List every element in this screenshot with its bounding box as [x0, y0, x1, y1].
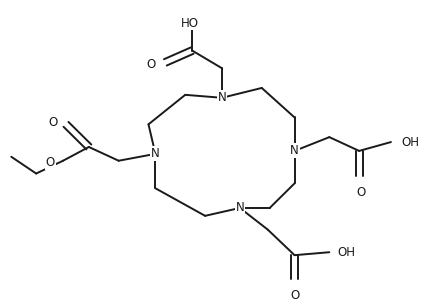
Text: N: N — [218, 91, 226, 104]
Text: O: O — [49, 116, 58, 129]
Text: O: O — [46, 156, 55, 169]
Text: O: O — [290, 289, 299, 302]
Text: OH: OH — [401, 136, 419, 148]
Text: N: N — [236, 201, 244, 215]
Text: O: O — [146, 58, 155, 71]
Text: OH: OH — [337, 246, 355, 259]
Text: HO: HO — [181, 17, 199, 30]
Text: O: O — [357, 186, 366, 199]
Text: N: N — [290, 144, 299, 157]
Text: N: N — [151, 147, 160, 160]
